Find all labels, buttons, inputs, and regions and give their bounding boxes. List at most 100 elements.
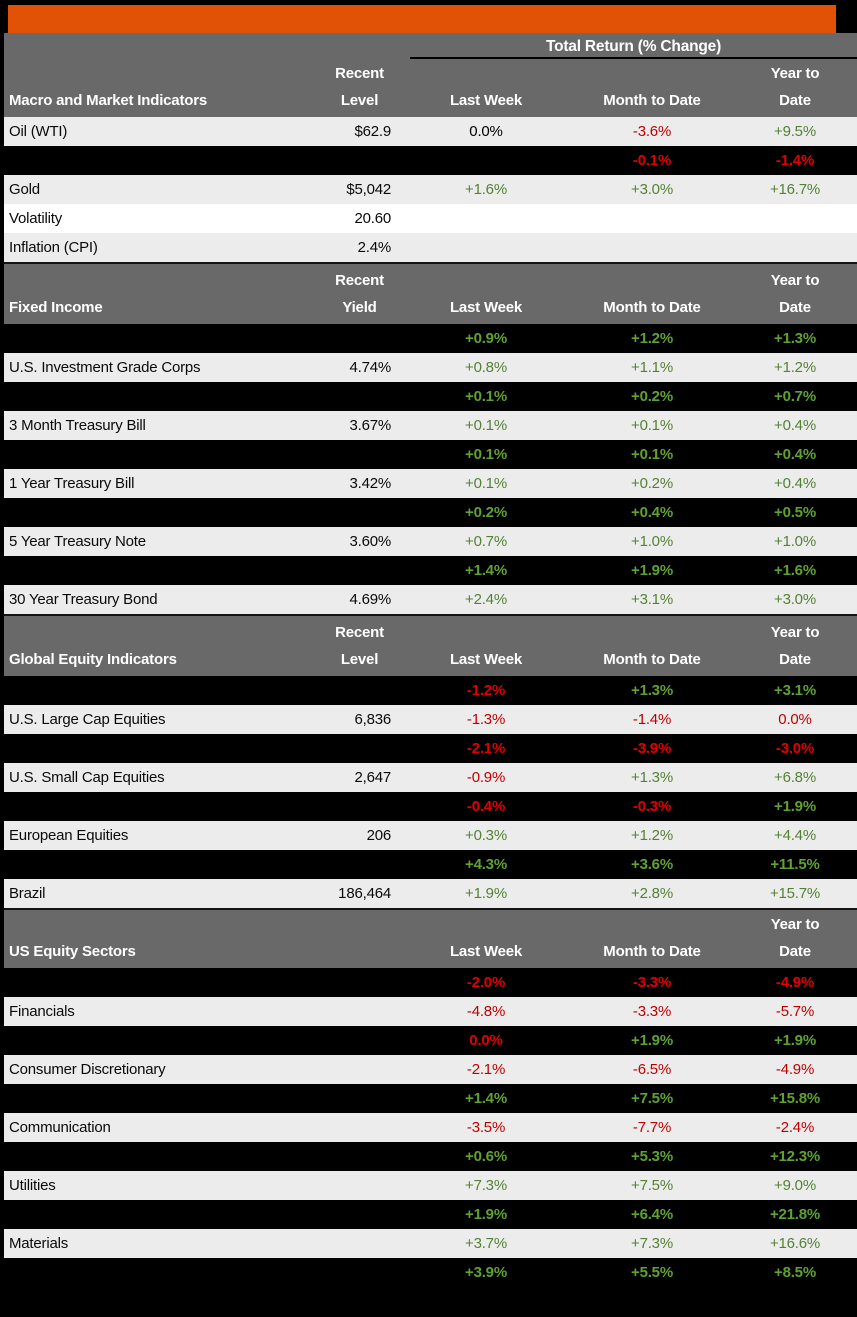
column-header-last-week: Last Week (449, 943, 523, 960)
total-return-title-row: Total Return (% Change) (4, 33, 857, 59)
value-year-to-date: +1.0% (774, 533, 816, 550)
value-last-week: +0.8% (465, 359, 507, 376)
redacted-row: -0.4% -0.3% +1.9% (4, 792, 857, 821)
column-header-year-to-date: Year to Date (725, 619, 857, 673)
value-month-to-date: +5.5% (631, 1264, 673, 1281)
value-last-week: +4.3% (465, 856, 507, 873)
value-last-week: -2.1% (466, 740, 506, 757)
table-row: European Equities 206 +0.3% +1.2% +4.4% (4, 821, 857, 850)
table-row: Utilities +7.3% +7.5% +9.0% (4, 1171, 857, 1200)
redacted-row: +0.1% +0.2% +0.7% (4, 382, 857, 411)
row-recent-level: 206 (366, 827, 392, 844)
row-label: Materials (9, 1235, 69, 1252)
value-last-week: -2.0% (466, 974, 506, 991)
table-row: Volatility 20.60 (4, 204, 857, 233)
redacted-row: -1.2% +1.3% +3.1% (4, 676, 857, 705)
value-month-to-date: +7.3% (631, 1235, 673, 1252)
value-year-to-date: +0.5% (774, 504, 816, 521)
row-recent-level: 2,647 (354, 769, 391, 786)
column-header-year-to-date: Year to Date (725, 267, 857, 321)
value-column-header-line1: Recent (335, 624, 384, 641)
row-label: Inflation (CPI) (9, 239, 98, 256)
row-label: 30 Year Treasury Bond (9, 591, 158, 608)
value-year-to-date: +0.7% (774, 388, 816, 405)
column-header-month-to-date: Month to Date (603, 92, 701, 109)
value-column-header-line2: Level (340, 92, 379, 109)
value-month-to-date: -3.3% (632, 974, 672, 991)
column-header-year-to-line1: Year to (770, 65, 820, 82)
section-header: Global Equity Indicators Recent Level Last … (4, 614, 857, 676)
section-title: Global Equity Indicators (9, 651, 177, 668)
row-recent-level: 6,836 (354, 711, 391, 728)
value-last-week: +0.1% (465, 388, 507, 405)
value-month-to-date: +2.8% (631, 885, 673, 902)
value-month-to-date: +5.3% (631, 1148, 673, 1165)
section-title: US Equity Sectors (9, 943, 136, 960)
table-row: Gold $5,042 +1.6% +3.0% +16.7% (4, 175, 857, 204)
table-row: Inflation (CPI) 2.4% (4, 233, 857, 262)
value-last-week: +7.3% (465, 1177, 507, 1194)
value-last-week: -1.2% (466, 682, 506, 699)
row-label: U.S. Large Cap Equities (9, 711, 166, 728)
value-year-to-date: -1.4% (775, 152, 815, 169)
row-recent-level: 3.42% (349, 475, 391, 492)
value-year-to-date: +1.9% (774, 1032, 816, 1049)
row-label: Brazil (9, 885, 46, 902)
table-row: 5 Year Treasury Note 3.60% +0.7% +1.0% +1.0% (4, 527, 857, 556)
section-header: Macro and Market Indicators Recent Level La… (4, 59, 857, 117)
value-year-to-date: +8.5% (774, 1264, 816, 1281)
value-month-to-date: +0.2% (631, 475, 673, 492)
value-last-week: 0.0% (469, 1032, 503, 1049)
column-header-year-to-line2: Date (779, 943, 811, 960)
row-label: Oil (WTI) (9, 123, 68, 140)
row-recent-level: 3.67% (349, 417, 391, 434)
redacted-row: +1.4% +7.5% +15.8% (4, 1084, 857, 1113)
row-label: Consumer Discretionary (9, 1061, 166, 1078)
redacted-row: +0.2% +0.4% +0.5% (4, 498, 857, 527)
column-header-year-to-line1: Year to (770, 272, 820, 289)
value-year-to-date: +6.8% (774, 769, 816, 786)
redacted-row: +3.9% +5.5% +8.5% (4, 1258, 857, 1287)
row-label: U.S. Investment Grade Corps (9, 359, 201, 376)
value-column-header: Recent Yield (310, 267, 395, 321)
value-month-to-date: -3.3% (632, 1003, 672, 1020)
column-header-month-to-date: Month to Date (603, 651, 701, 668)
value-year-to-date: +16.7% (769, 181, 821, 198)
value-year-to-date: +0.4% (774, 417, 816, 434)
redacted-row: +0.9% +1.2% +1.3% (4, 324, 857, 353)
value-month-to-date: -0.1% (632, 152, 672, 169)
column-header-last-week: Last Week (449, 651, 523, 668)
value-month-to-date: -0.3% (632, 798, 672, 815)
row-label: Communication (9, 1119, 111, 1136)
value-month-to-date: +1.3% (631, 682, 673, 699)
value-year-to-date: +0.4% (774, 446, 816, 463)
value-last-week: +1.9% (465, 885, 507, 902)
value-column-header: Recent Level (310, 619, 395, 673)
value-last-week: +0.2% (465, 504, 507, 521)
section-header: Fixed Income Recent Yield Last Week Month to… (4, 262, 857, 324)
redacted-row: +0.6% +5.3% +12.3% (4, 1142, 857, 1171)
value-month-to-date: -3.6% (632, 123, 672, 140)
table-row: 3 Month Treasury Bill 3.67% +0.1% +0.1% +0.4… (4, 411, 857, 440)
value-month-to-date: +3.1% (631, 591, 673, 608)
redacted-row: -2.1% -3.9% -3.0% (4, 734, 857, 763)
value-month-to-date: -3.9% (632, 740, 672, 757)
value-last-week: -3.5% (466, 1119, 506, 1136)
value-month-to-date: +1.9% (631, 562, 673, 579)
row-label: U.S. Small Cap Equities (9, 769, 165, 786)
value-year-to-date: -5.7% (775, 1003, 815, 1020)
column-header-year-to-line2: Date (779, 92, 811, 109)
value-year-to-date: +1.6% (774, 562, 816, 579)
column-header-year-to-date: Year to Date (725, 60, 857, 114)
value-last-week: -0.9% (466, 769, 506, 786)
column-header-year-to-line2: Date (779, 651, 811, 668)
value-month-to-date: +1.2% (631, 827, 673, 844)
market-report-table: Total Return (% Change) Macro and Market … (4, 33, 857, 1287)
column-header-year-to-line2: Date (779, 299, 811, 316)
table-row: Consumer Discretionary -2.1% -6.5% -4.9% (4, 1055, 857, 1084)
row-label: 1 Year Treasury Bill (9, 475, 135, 492)
value-year-to-date: +12.3% (769, 1148, 821, 1165)
table-row: Materials +3.7% +7.3% +16.6% (4, 1229, 857, 1258)
value-month-to-date: +7.5% (631, 1090, 673, 1107)
value-year-to-date: -3.0% (775, 740, 815, 757)
